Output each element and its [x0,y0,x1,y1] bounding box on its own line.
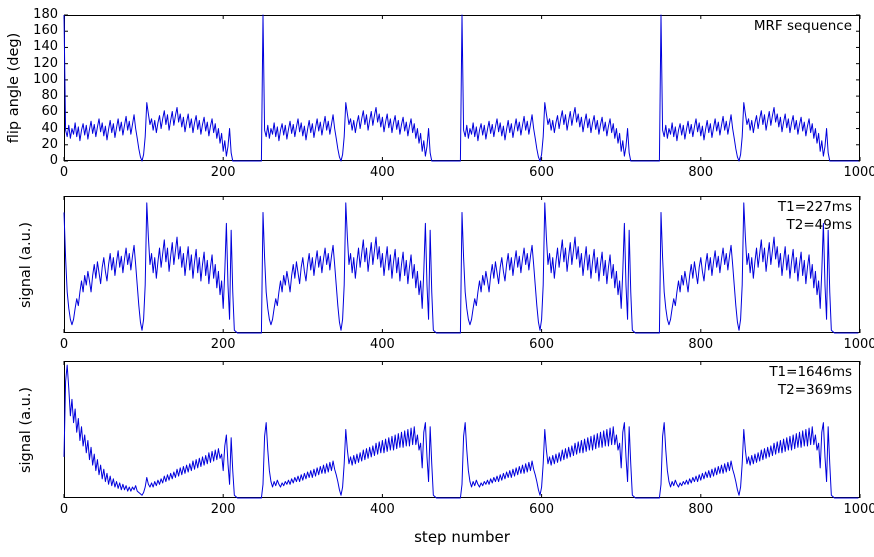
y-axis-label-signal-long: signal (a.u.) [18,386,34,473]
annotation-mrf-sequence: MRF sequence [753,18,852,34]
subplot-signal-long-relaxation: signal (a.u.) T1=1646ms T2=369ms 0 200 400… [18,361,874,517]
signal-line [63,364,859,499]
x-tick-label: 200 [210,502,236,517]
signal-line [63,14,859,162]
x-tick-label: 400 [369,165,395,180]
x-tick-label: 200 [210,337,236,352]
y-tick-label: 180 [33,7,58,22]
x-tick-label: 200 [210,165,236,180]
x-tick-label: 400 [369,502,395,517]
y-axis-label-flip-angle: flip angle (deg) [6,32,22,144]
signal-short-plot-area [63,196,861,334]
annotation-t1-227-t2-49: T1=227ms T2=49ms [777,199,852,233]
flip-angle-plot-area [63,14,861,162]
x-tick-label: 800 [688,337,714,352]
axes-frame [64,196,860,333]
y-tick-label: 20 [41,136,58,152]
x-tick-label: 600 [529,165,554,180]
x-tick-label: 0 [59,337,69,352]
y-axis-label-signal-short: signal (a.u.) [18,221,34,308]
x-tick-label: 1000 [843,337,874,352]
x-tick-label: 1000 [843,165,874,180]
x-tick-label: 0 [59,165,69,180]
x-tick-label: 1000 [843,502,874,517]
subplot-signal-short-relaxation: signal (a.u.) T1=227ms T2=49ms 0 200 400 60… [18,196,874,352]
x-tick-label: 600 [529,502,554,517]
y-tick-label: 80 [41,88,58,104]
y-tick-label: 120 [33,55,58,71]
annotation-t1-1646-t2-369: T1=1646ms T2=369ms [769,364,852,398]
subplot-flip-angle: flip angle (deg) MRF sequence 0 200 400 600… [6,8,874,181]
y-tick-label: 40 [41,120,58,136]
y-tick-label: 0 [49,153,58,168]
x-tick-label: 800 [688,165,714,180]
x-tick-label: 800 [688,502,714,517]
y-tick-label: 100 [33,71,58,87]
signal-line [63,202,859,334]
y-tick-label: 160 [33,23,58,39]
x-tick-label: 400 [369,337,395,352]
x-tick-label: 0 [59,502,69,517]
y-tick-label: 140 [33,39,58,55]
x-axis-label: step number [414,528,510,546]
signal-long-plot-area [63,361,861,499]
y-tick-label: 60 [41,104,58,120]
x-tick-label: 600 [529,337,554,352]
